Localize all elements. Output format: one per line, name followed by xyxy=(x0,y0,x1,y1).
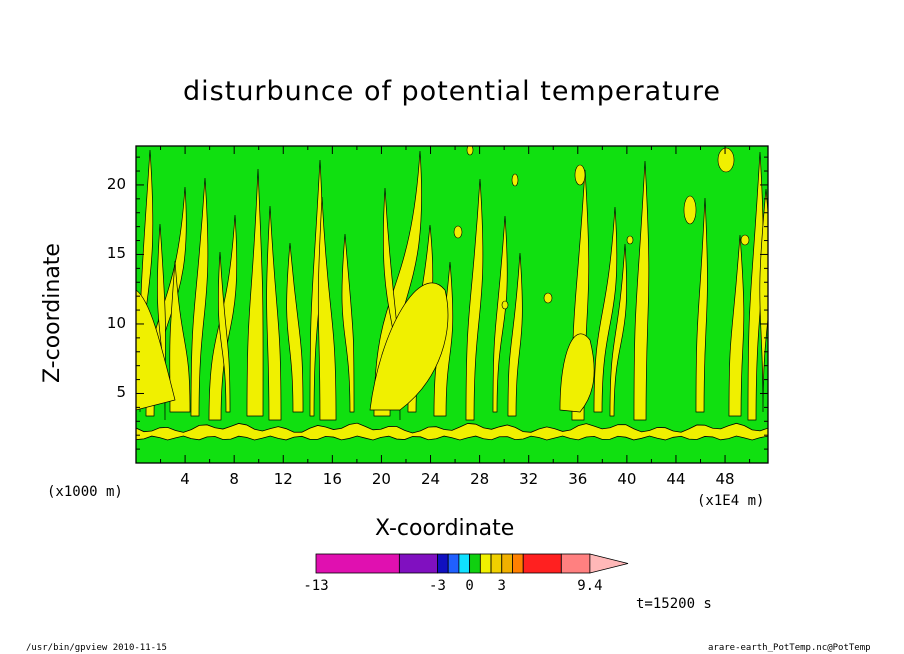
plume-7 xyxy=(246,168,264,417)
plume-11 xyxy=(317,196,337,421)
blob-6 xyxy=(511,173,519,187)
plume-17 xyxy=(465,178,484,421)
y-tick-label: 10 xyxy=(106,313,126,332)
blob-1 xyxy=(543,292,553,304)
blob-group xyxy=(453,146,750,310)
colorbar xyxy=(315,553,629,574)
plume-26 xyxy=(747,151,764,421)
blob-2 xyxy=(626,235,634,245)
plume-8 xyxy=(266,205,282,421)
bottom-yellow-band xyxy=(136,422,768,441)
colorbar-bin xyxy=(458,553,471,574)
x-tick-label: 4 xyxy=(180,470,190,488)
time-label: t=15200 s xyxy=(636,596,712,612)
colorbar-bin xyxy=(490,553,503,574)
blob-9 xyxy=(501,300,509,310)
colorbar-bin xyxy=(398,553,438,574)
colorbar-bin xyxy=(315,553,400,574)
y-tick-label: 5 xyxy=(116,383,126,402)
colorbar-label: 3 xyxy=(497,578,506,594)
x-tick-marks xyxy=(160,146,751,463)
plume-27 xyxy=(759,188,768,413)
colorbar-bin xyxy=(479,553,492,574)
x-tick-label: 44 xyxy=(666,470,686,488)
x-axis-label: X-coordinate xyxy=(375,516,515,541)
x-tick-label: 8 xyxy=(229,470,239,488)
chart-title: disturbunce of potential temperature xyxy=(183,76,721,107)
plume-25 xyxy=(728,234,745,417)
plot-frame xyxy=(135,145,769,464)
plume-9 xyxy=(286,242,304,413)
colorbar-label: -13 xyxy=(303,578,329,594)
colorbar-label: 9.4 xyxy=(577,578,603,594)
colorbar-label: -3 xyxy=(429,578,446,594)
footer-right: arare-earth_PotTemp.nc@PotTemp xyxy=(708,643,871,653)
plume-23 xyxy=(633,160,650,421)
x-tick-label: 24 xyxy=(420,470,441,488)
x-tick-label: 20 xyxy=(371,470,391,488)
colorbar-bin xyxy=(447,553,460,574)
colorbar-bin xyxy=(560,553,591,574)
colorbar-bin xyxy=(501,553,513,574)
x-tick-label: 28 xyxy=(470,470,490,488)
colorbar-bin xyxy=(522,553,562,574)
blob-8 xyxy=(574,164,586,186)
x-tick-label: 32 xyxy=(519,470,539,488)
plume-22 xyxy=(609,243,627,417)
y-axis-label: Z-coordinate xyxy=(40,243,65,383)
lobe-0 xyxy=(136,289,176,411)
plume-18 xyxy=(492,215,508,413)
colorbar-bin xyxy=(437,553,449,574)
colorbar-bin xyxy=(469,553,481,574)
blob-3 xyxy=(740,234,750,246)
plume-21 xyxy=(593,206,618,413)
lobe-1 xyxy=(369,282,449,411)
plume-19 xyxy=(507,252,523,417)
x-unit-right: (x1E4 m) xyxy=(697,493,765,509)
x-tick-label: 12 xyxy=(273,470,293,488)
blob-0 xyxy=(453,225,463,239)
plume-6 xyxy=(217,251,231,413)
plume-4 xyxy=(190,177,209,417)
plume-3 xyxy=(169,260,191,413)
plume-10 xyxy=(309,159,323,417)
x-unit-left: (x1000 m) xyxy=(47,484,123,500)
x-tick-label: 36 xyxy=(568,470,588,488)
colorbar-bin xyxy=(512,553,524,574)
lobe-2 xyxy=(559,333,595,413)
blob-4 xyxy=(717,147,735,173)
x-tick-label: 48 xyxy=(715,470,735,488)
y-tick-label: 15 xyxy=(106,244,126,263)
plume-24 xyxy=(695,197,708,413)
blob-5 xyxy=(683,195,697,225)
plume-group xyxy=(136,149,768,421)
colorbar-label: 0 xyxy=(465,578,474,594)
y-tick-label: 20 xyxy=(106,174,126,193)
y-tick-marks xyxy=(136,156,768,450)
plume-12 xyxy=(341,233,355,413)
blob-7 xyxy=(466,146,474,156)
x-tick-label: 40 xyxy=(617,470,637,488)
x-tick-label: 16 xyxy=(322,470,342,488)
footer-left: /usr/bin/gpview 2010-11-15 xyxy=(26,643,167,653)
contour-field xyxy=(136,146,768,463)
colorbar-arrow xyxy=(589,553,629,574)
